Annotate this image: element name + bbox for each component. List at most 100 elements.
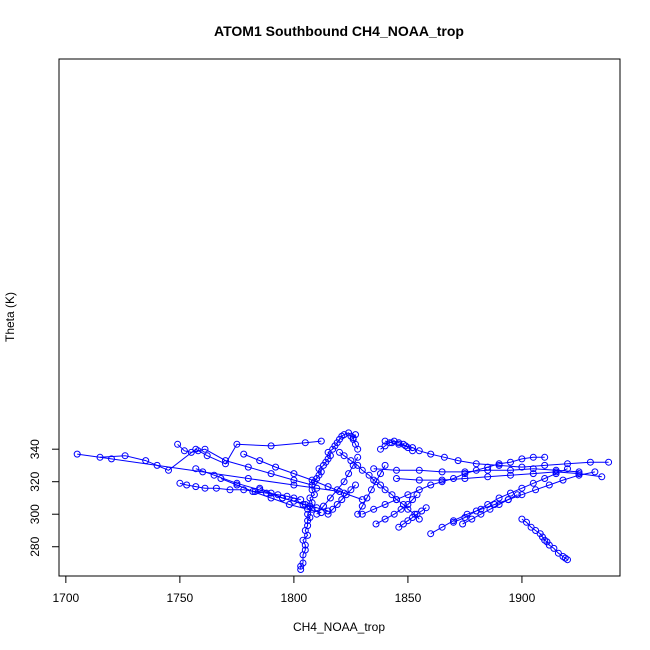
data-point [550, 544, 558, 552]
data-point [504, 496, 512, 504]
chart-title: ATOM1 Southbound CH4_NOAA_trop [214, 23, 464, 39]
data-point [427, 481, 435, 489]
data-point [180, 447, 188, 455]
y-axis-label: Theta (K) [3, 292, 17, 342]
data-point [404, 505, 412, 513]
data-point [440, 453, 448, 461]
data-point [529, 470, 537, 478]
data-point [349, 461, 357, 469]
data-point [381, 461, 389, 469]
data-point [395, 523, 403, 531]
data-point [320, 502, 327, 510]
data-point [308, 481, 316, 489]
data-point [192, 483, 200, 491]
series-group [395, 504, 430, 531]
data-point [301, 439, 309, 447]
data-point [256, 457, 264, 465]
data-point [377, 445, 384, 453]
data-point [358, 496, 366, 504]
data-point [427, 530, 435, 538]
data-point [438, 523, 446, 531]
data-point [418, 507, 426, 515]
data-point [203, 452, 211, 460]
data-point [317, 509, 325, 517]
data-point [340, 489, 348, 497]
data-point [532, 527, 540, 534]
series-group [96, 437, 325, 474]
y-tick-label: 280 [28, 536, 42, 556]
data-point [477, 505, 485, 513]
data-point [267, 494, 275, 502]
series-line [357, 465, 386, 515]
data-point [192, 465, 200, 473]
data-point [354, 445, 362, 453]
data-point [201, 484, 209, 492]
data-point [388, 491, 396, 499]
data-point [472, 507, 480, 515]
data-point [240, 450, 248, 458]
data-point [518, 463, 526, 471]
data-point [399, 520, 407, 528]
data-point [390, 437, 398, 445]
series-group [459, 491, 521, 528]
data-point [393, 466, 400, 474]
data-point [352, 481, 359, 489]
data-point [299, 536, 307, 544]
data-point [532, 486, 540, 494]
data-point [299, 559, 307, 567]
series-line [375, 494, 418, 525]
data-point [285, 501, 293, 508]
x-tick-label: 1900 [509, 591, 536, 605]
data-point [415, 447, 423, 455]
data-point [450, 518, 457, 526]
data-point [518, 515, 526, 523]
data-point [529, 479, 537, 487]
data-point [377, 481, 384, 489]
data-point [404, 491, 412, 499]
data-point [308, 476, 316, 484]
data-point [559, 476, 567, 484]
series-line [327, 484, 356, 515]
data-point [240, 486, 248, 494]
data-point [484, 473, 492, 481]
data-point [427, 450, 435, 458]
data-point [317, 437, 325, 445]
data-point [367, 486, 375, 494]
data-point [301, 546, 309, 554]
series-line [220, 478, 322, 514]
data-point [381, 442, 389, 450]
data-point [486, 505, 494, 513]
y-tick-label: 320 [28, 471, 42, 491]
series-group [174, 440, 316, 489]
data-point [591, 468, 599, 476]
series-group [297, 429, 362, 573]
data-point [381, 486, 389, 494]
series-group [354, 461, 389, 518]
data-point [333, 486, 341, 494]
data-point [564, 465, 571, 473]
data-point [450, 475, 457, 482]
data-point [313, 484, 321, 492]
data-point [244, 475, 252, 482]
data-point [477, 510, 485, 518]
data-point [409, 447, 416, 455]
data-point [340, 452, 348, 460]
data-point [187, 448, 195, 456]
data-point [495, 460, 503, 468]
x-tick-label: 1800 [281, 591, 308, 605]
y-tick-label: 340 [28, 439, 42, 459]
data-point [336, 448, 343, 456]
series-group [381, 437, 613, 471]
data-point [484, 463, 492, 471]
data-point [461, 470, 469, 478]
data-point [272, 463, 280, 471]
data-point [527, 523, 535, 531]
data-point [507, 489, 514, 497]
series-line [398, 507, 427, 528]
series-line [462, 494, 518, 525]
series-line [316, 457, 359, 515]
data-point [340, 431, 348, 439]
data-point [507, 458, 514, 466]
data-point [393, 496, 400, 504]
